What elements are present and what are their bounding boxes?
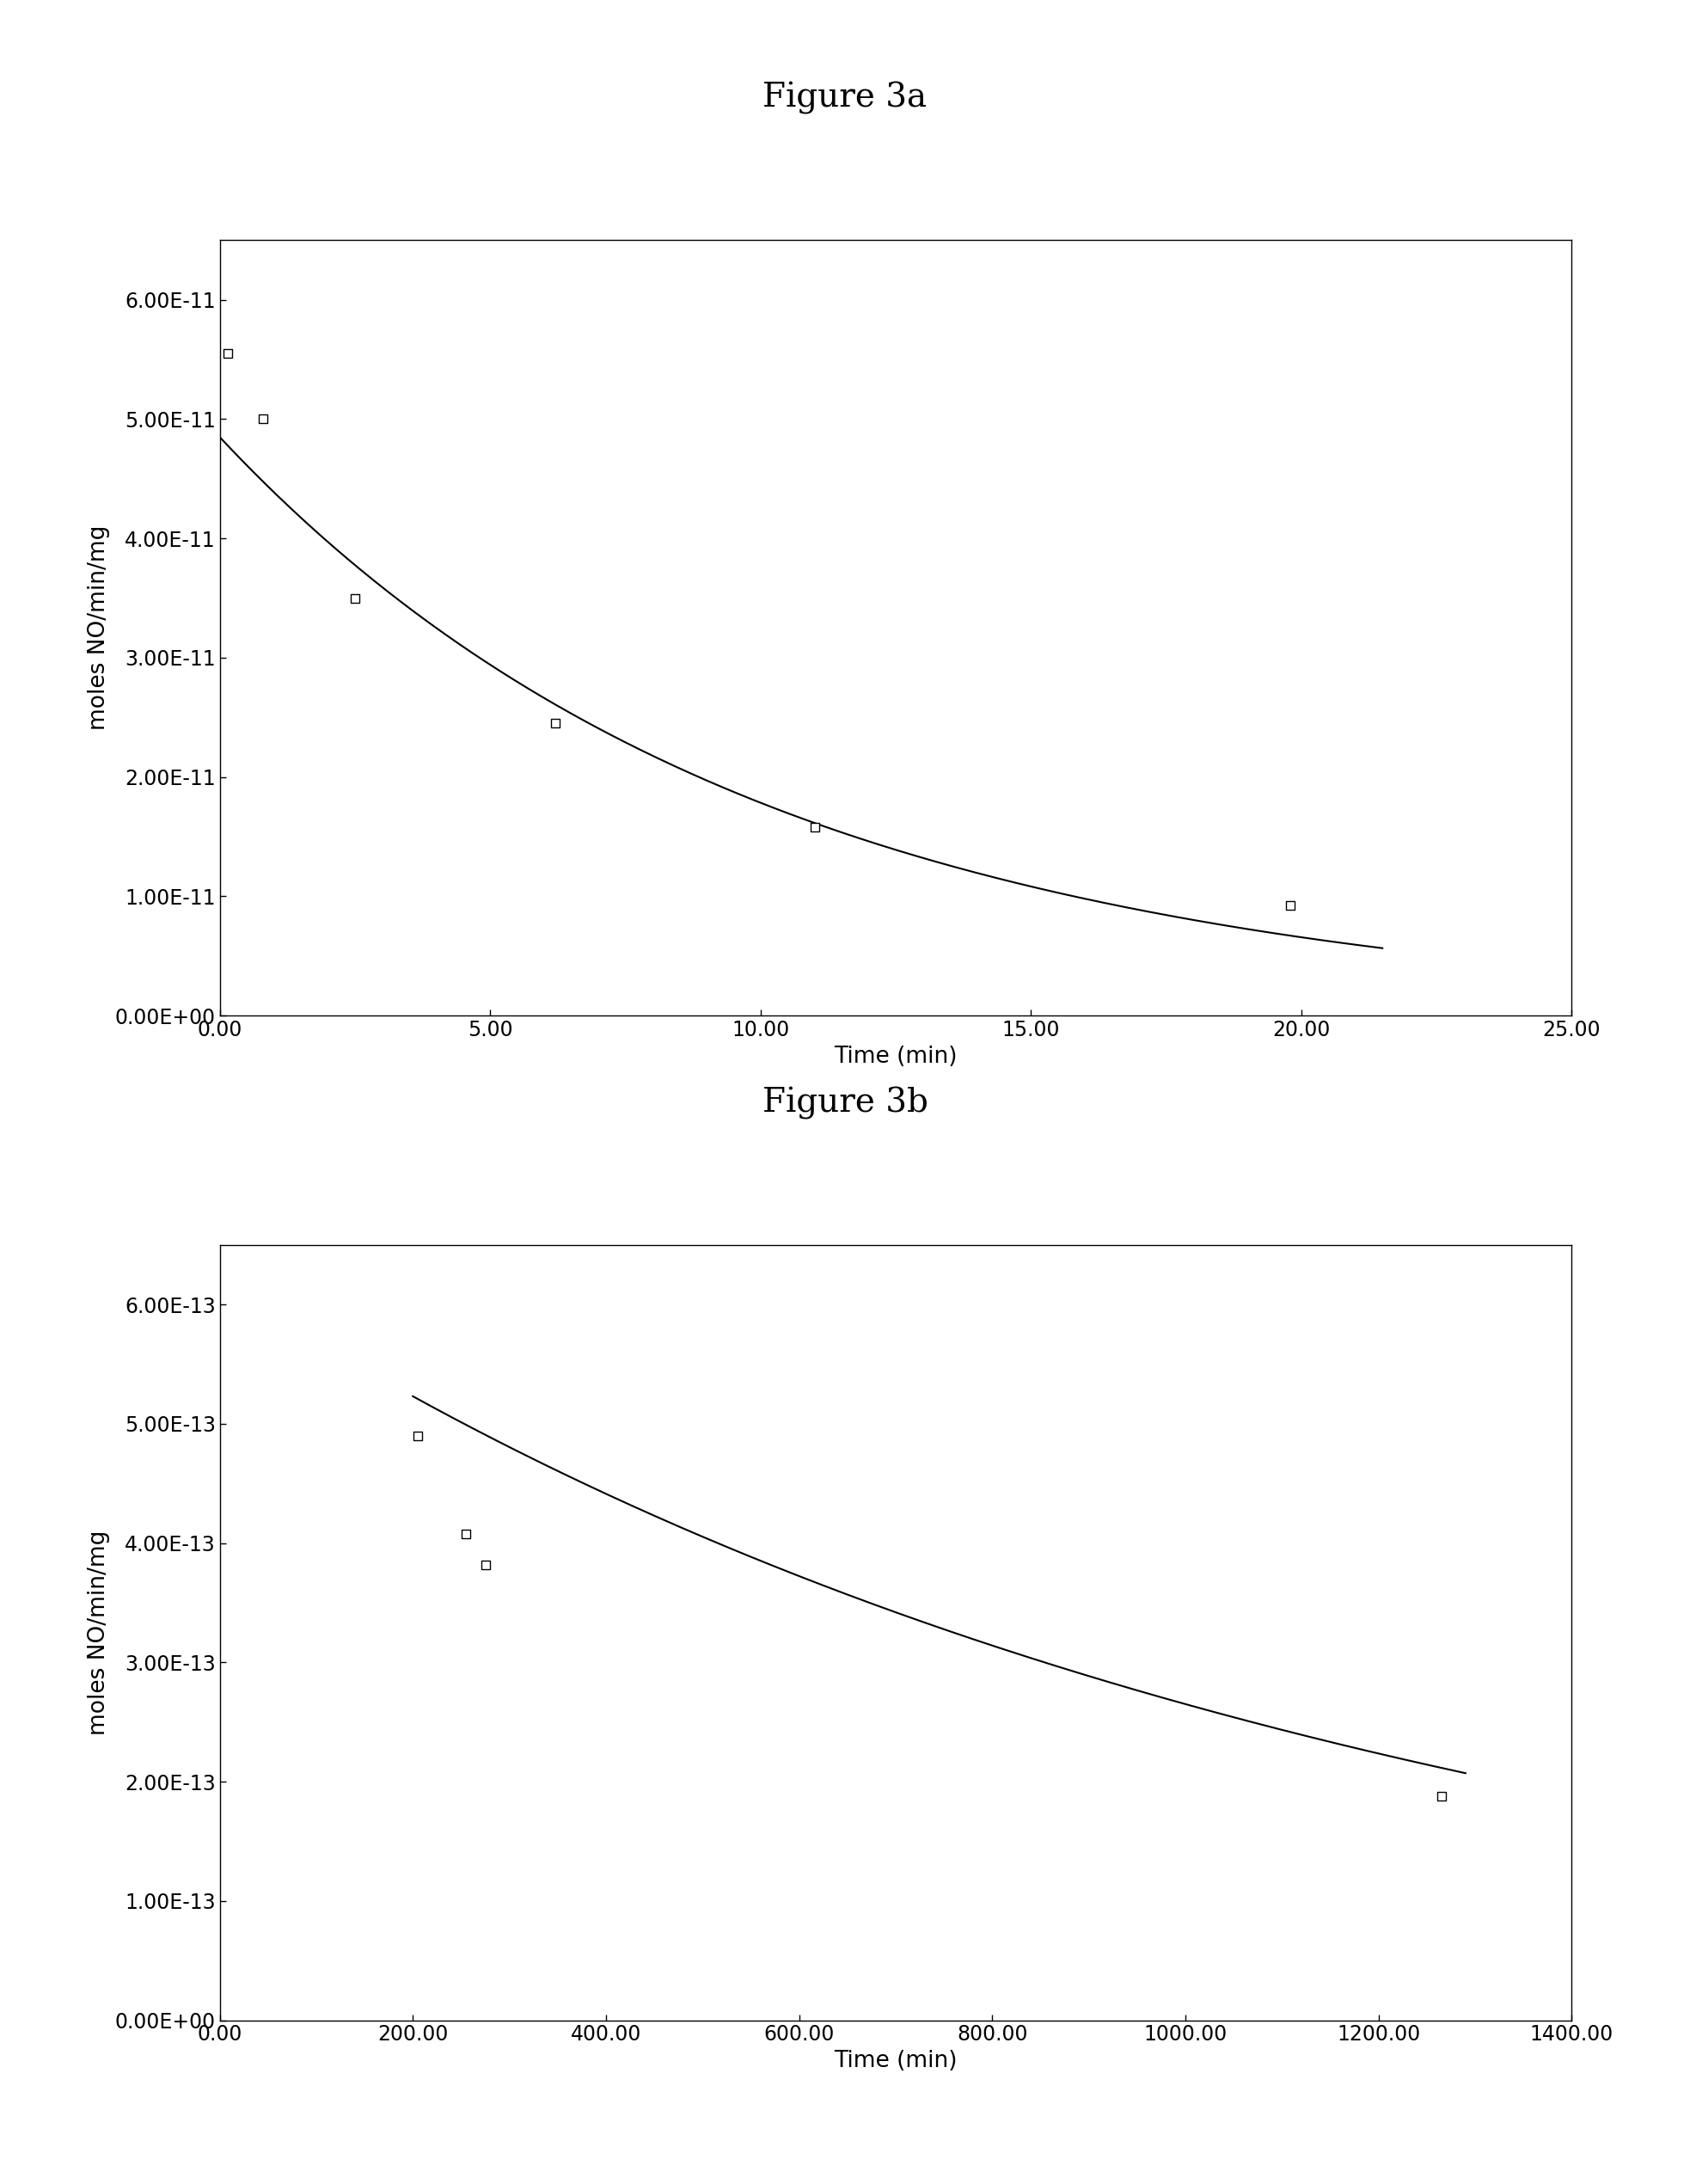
Point bbox=[453, 1516, 480, 1551]
Point bbox=[215, 336, 242, 371]
Point bbox=[472, 1546, 499, 1581]
Point bbox=[801, 810, 828, 845]
Text: Figure 3b: Figure 3b bbox=[762, 1088, 928, 1118]
Text: Figure 3a: Figure 3a bbox=[762, 83, 928, 114]
Point bbox=[1428, 1778, 1455, 1813]
Point bbox=[404, 1417, 431, 1452]
Y-axis label: moles NO/min/mg: moles NO/min/mg bbox=[88, 526, 110, 729]
Point bbox=[250, 402, 277, 437]
X-axis label: Time (min): Time (min) bbox=[835, 1046, 957, 1068]
Point bbox=[341, 581, 368, 616]
Point bbox=[541, 705, 568, 740]
X-axis label: Time (min): Time (min) bbox=[835, 2051, 957, 2073]
Y-axis label: moles NO/min/mg: moles NO/min/mg bbox=[88, 1531, 110, 1734]
Point bbox=[1278, 889, 1305, 924]
